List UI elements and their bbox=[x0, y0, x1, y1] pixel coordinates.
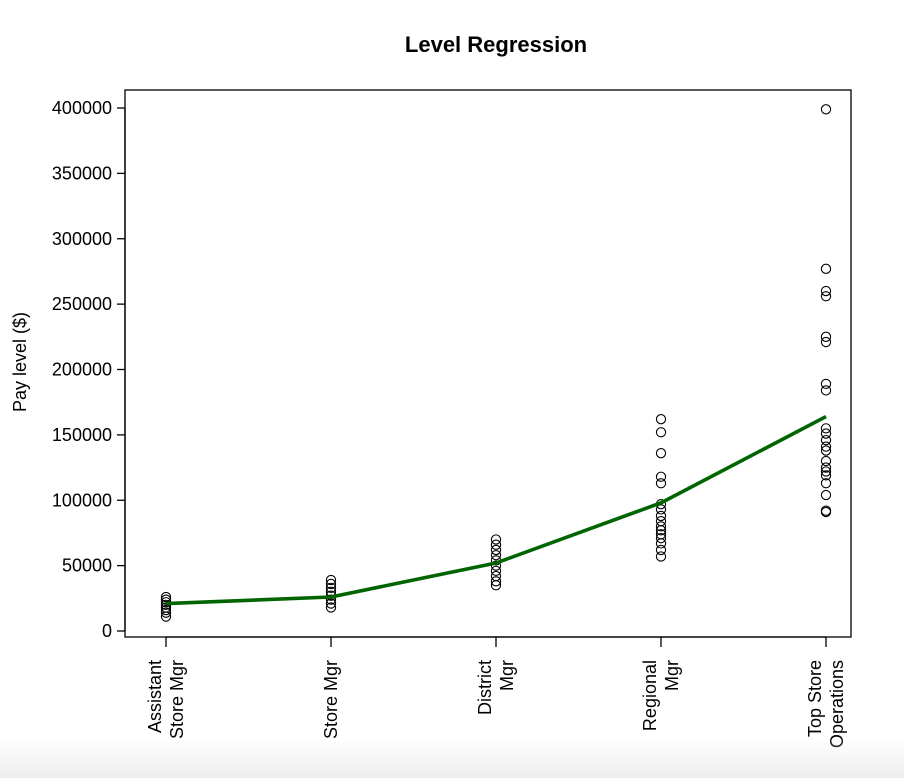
y-tick-label: 300000 bbox=[52, 229, 112, 249]
data-point bbox=[655, 529, 667, 540]
y-tick-label: 50000 bbox=[62, 556, 112, 576]
x-tick-label-line: Mgr bbox=[497, 660, 517, 691]
y-tick-label: 250000 bbox=[52, 294, 112, 314]
data-point bbox=[820, 291, 832, 302]
data-point bbox=[655, 478, 667, 489]
x-tick-label-line: Top Store bbox=[805, 660, 825, 737]
y-axis-label: Pay level ($) bbox=[10, 312, 30, 412]
data-point bbox=[820, 331, 832, 342]
chart-title: Level Regression bbox=[405, 32, 587, 57]
data-point bbox=[820, 285, 832, 297]
data-point bbox=[490, 550, 502, 561]
data-point bbox=[820, 445, 832, 456]
data-point bbox=[490, 544, 502, 556]
data-point bbox=[820, 455, 832, 467]
data-point bbox=[820, 470, 832, 481]
x-tick-label-line: Store Mgr bbox=[321, 660, 341, 739]
data-points bbox=[160, 104, 832, 622]
x-tick-label: Assistant Store Mgr bbox=[145, 660, 187, 739]
data-point bbox=[325, 602, 337, 613]
x-tick-label-line: Operations bbox=[827, 660, 847, 748]
x-tick-label: District Mgr bbox=[475, 660, 517, 715]
x-tick-label: Regional Mgr bbox=[640, 660, 682, 731]
data-point bbox=[490, 539, 502, 550]
y-axis: 0 50000 100000 150000 200000 250000 300000 3500… bbox=[52, 98, 126, 641]
data-point bbox=[160, 604, 172, 616]
data-point bbox=[490, 565, 502, 577]
data-point bbox=[160, 607, 172, 618]
data-point bbox=[325, 574, 337, 586]
data-point bbox=[820, 478, 832, 489]
data-point bbox=[655, 448, 667, 459]
data-point bbox=[820, 441, 832, 452]
x-axis: Assistant Store Mgr Store Mgr District Mgr Re… bbox=[145, 636, 847, 748]
data-point bbox=[160, 591, 172, 603]
data-point bbox=[820, 489, 832, 501]
data-point bbox=[325, 594, 337, 605]
data-point bbox=[160, 594, 172, 605]
data-point bbox=[490, 534, 502, 545]
data-point bbox=[820, 462, 832, 473]
x-tick-label-line: District bbox=[475, 660, 495, 715]
data-point bbox=[820, 385, 832, 396]
data-point bbox=[325, 578, 337, 590]
data-point bbox=[655, 538, 667, 549]
data-point bbox=[490, 570, 502, 582]
data-point bbox=[820, 505, 832, 516]
data-point bbox=[325, 582, 337, 594]
data-point bbox=[820, 336, 832, 348]
data-point bbox=[655, 544, 667, 556]
data-point bbox=[325, 598, 337, 609]
data-point bbox=[490, 576, 502, 587]
data-point bbox=[820, 434, 832, 446]
regression-line bbox=[165, 414, 827, 606]
x-tick-label-line: Mgr bbox=[662, 660, 682, 691]
x-tick-label-line: Regional bbox=[640, 660, 660, 731]
data-point bbox=[820, 428, 832, 439]
y-tick-label: 150000 bbox=[52, 425, 112, 445]
y-tick-label: 350000 bbox=[52, 163, 112, 183]
data-point bbox=[655, 504, 667, 515]
data-point bbox=[655, 516, 667, 527]
data-point bbox=[655, 471, 667, 482]
data-point bbox=[655, 521, 667, 532]
data-point bbox=[820, 466, 832, 477]
data-point bbox=[655, 551, 667, 562]
plot-frame bbox=[124, 89, 852, 638]
data-point bbox=[820, 104, 832, 115]
data-point bbox=[655, 427, 667, 438]
data-point bbox=[655, 414, 667, 425]
x-tick-label: Top Store Operations bbox=[805, 660, 847, 748]
regression-line-group bbox=[165, 414, 827, 606]
data-point bbox=[820, 263, 832, 274]
x-tick-label: Store Mgr bbox=[321, 660, 341, 739]
x-tick-label-line: Store Mgr bbox=[167, 660, 187, 739]
data-point bbox=[655, 510, 667, 522]
y-tick-label: 200000 bbox=[52, 360, 112, 380]
x-tick-label-line: Assistant bbox=[145, 660, 165, 733]
y-tick-label: 0 bbox=[102, 621, 112, 641]
data-point bbox=[820, 423, 832, 434]
y-tick-label: 100000 bbox=[52, 490, 112, 510]
data-point bbox=[820, 378, 832, 390]
data-point bbox=[655, 533, 667, 544]
y-tick-label: 400000 bbox=[52, 98, 112, 118]
